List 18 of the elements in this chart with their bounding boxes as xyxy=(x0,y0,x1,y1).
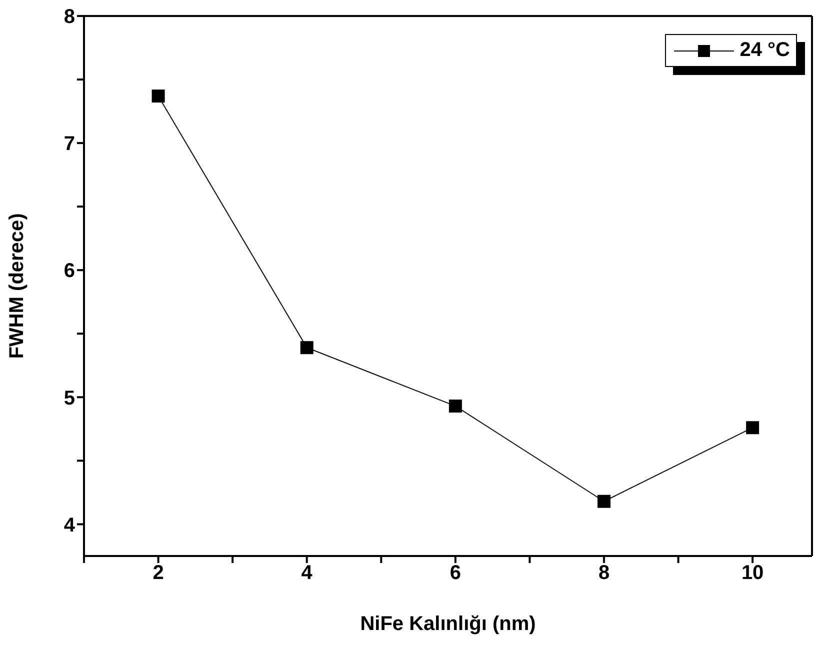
x-tick-label: 2 xyxy=(152,562,164,584)
x-tick-label: 4 xyxy=(301,562,314,584)
y-tick-label: 8 xyxy=(64,6,75,28)
x-tick-label: 10 xyxy=(741,562,764,584)
point xyxy=(152,90,165,103)
legend-label: 24 °C xyxy=(740,39,790,62)
point xyxy=(300,341,314,354)
y-tick-label: 5 xyxy=(64,387,75,410)
y-tick-label: 7 xyxy=(64,133,75,156)
y-tick-label: 4 xyxy=(64,514,76,536)
x-tick-label: 6 xyxy=(450,562,461,584)
point xyxy=(598,494,610,508)
x-axis-title: NiFe Kalınlığı (nm) xyxy=(360,613,536,635)
point xyxy=(746,421,760,434)
y-tick-label: 6 xyxy=(64,260,75,282)
x-tick-label: 8 xyxy=(598,562,610,584)
y-axis-title: FWHM (derece) xyxy=(6,213,28,359)
point xyxy=(448,400,462,413)
